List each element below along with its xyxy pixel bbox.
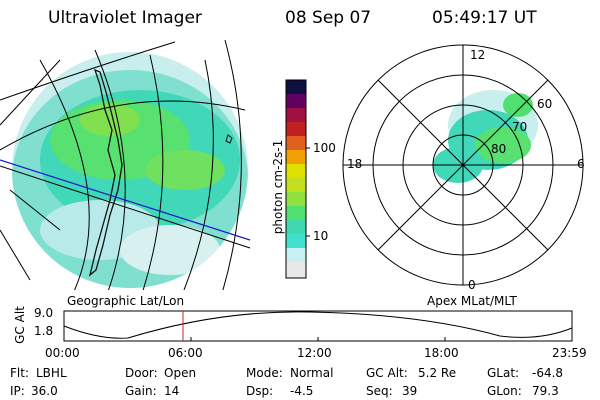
polar-lat-60: 60	[537, 97, 553, 111]
altitude-ylabel: GC Alt	[13, 306, 27, 344]
colorbar-tick-10: 10	[313, 229, 329, 243]
status-door-value: Open	[164, 366, 197, 380]
altitude-plot	[63, 310, 573, 342]
altitude-xtick-0600: 06:00	[168, 346, 203, 360]
colorbar-unit-label: photon cm-2s-1	[271, 139, 285, 235]
colorbar-tick-100: 100	[313, 141, 336, 155]
instrument-title: Ultraviolet Imager	[48, 8, 202, 28]
status-flt-key: Flt:	[10, 366, 29, 380]
status-seq-value: 39	[402, 384, 418, 398]
polar-lat-80: 80	[491, 142, 507, 156]
geographic-caption: Geographic Lat/Lon	[67, 294, 185, 308]
polar-label-12: 12	[470, 48, 486, 62]
status-ip-value: 36.0	[31, 384, 58, 398]
polar-label-6: 6	[577, 157, 585, 171]
altitude-xtick-0000: 00:00	[45, 346, 80, 360]
apex-caption: Apex MLat/MLT	[427, 294, 517, 308]
status-dsp-value: -4.5	[290, 384, 314, 398]
status-glat-key: GLat:	[487, 366, 520, 380]
status-glon-value: 79.3	[532, 384, 559, 398]
status-gain-value: 14	[164, 384, 180, 398]
observation-time: 05:49:17 UT	[432, 8, 537, 28]
polar-label-0: 0	[468, 278, 476, 292]
status-glat-value: -64.8	[532, 366, 564, 380]
status-flt-value: LBHL	[36, 366, 67, 380]
altitude-ytick-low: 1.8	[34, 324, 54, 338]
polar-lat-70: 70	[512, 120, 528, 134]
altitude-xtick-2359: 23:59	[552, 346, 587, 360]
colorbar	[285, 79, 310, 279]
status-mode-key: Mode:	[246, 366, 283, 380]
status-gcalt-key: GC Alt:	[366, 366, 408, 380]
polar-plot	[342, 44, 584, 286]
status-mode-value: Normal	[290, 366, 334, 380]
polar-label-18: 18	[347, 157, 363, 171]
observation-date: 08 Sep 07	[285, 8, 372, 28]
altitude-ytick-high: 9.0	[34, 306, 54, 320]
status-glon-key: GLon:	[487, 384, 522, 398]
status-gain-key: Gain:	[125, 384, 157, 398]
status-gcalt-value: 5.2 Re	[418, 366, 457, 380]
status-ip-key: IP:	[10, 384, 25, 398]
status-dsp-key: Dsp:	[246, 384, 274, 398]
status-seq-key: Seq:	[366, 384, 393, 398]
altitude-xtick-1200: 12:00	[297, 346, 332, 360]
altitude-xtick-1800: 18:00	[424, 346, 459, 360]
status-door-key: Door:	[125, 366, 158, 380]
